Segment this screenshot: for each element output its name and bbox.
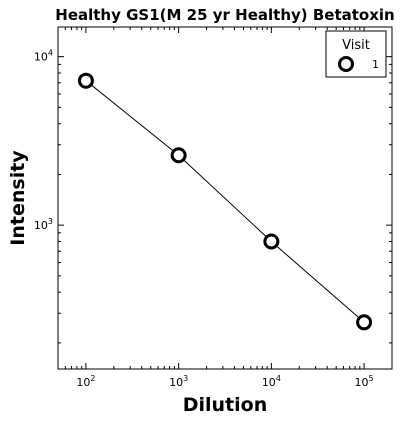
y-tick-label-exponent: 3 — [48, 217, 53, 226]
x-tick-labels: 102 103 104 105 — [76, 374, 373, 389]
data-point — [170, 147, 187, 164]
minor-ticks — [58, 27, 392, 369]
x-tick-label: 105 — [355, 374, 374, 389]
x-axis-label: Dilution — [183, 394, 268, 416]
x-tick-label-base: 10 — [76, 376, 90, 389]
y-tick-label-base: 10 — [34, 51, 48, 64]
x-tick-label: 104 — [262, 374, 281, 389]
x-tick-label: 102 — [76, 374, 95, 389]
y-tick-label-exponent: 4 — [48, 49, 53, 58]
legend-marker — [338, 56, 354, 72]
plot-area-frame — [57, 26, 393, 370]
legend-title: Visit — [342, 38, 370, 53]
x-tick-label-base: 10 — [262, 376, 276, 389]
x-tick-label-exponent: 2 — [90, 374, 95, 383]
y-tick-label-base: 10 — [34, 219, 48, 232]
major-ticks — [58, 27, 392, 369]
x-tick-label-exponent: 4 — [276, 374, 281, 383]
x-tick-label-exponent: 5 — [369, 374, 374, 383]
y-tick-label: 103 — [34, 217, 53, 232]
series-layer — [77, 72, 373, 331]
data-point — [356, 314, 373, 331]
y-tick-label: 104 — [34, 49, 53, 64]
data-point — [77, 72, 94, 89]
x-tick-label-base: 10 — [169, 376, 183, 389]
x-tick-label-base: 10 — [355, 376, 369, 389]
chart-title: Healthy GS1(M 25 yr Healthy) Betatoxin — [55, 6, 394, 24]
legend-series-label: 1 — [372, 58, 379, 71]
y-axis-label: Intensity — [7, 150, 29, 246]
legend: Visit 1 — [325, 30, 387, 78]
legend-box — [325, 30, 387, 78]
data-point — [263, 233, 280, 250]
series-line — [85, 80, 365, 323]
x-tick-label-exponent: 3 — [183, 374, 188, 383]
x-tick-label: 103 — [169, 374, 188, 389]
